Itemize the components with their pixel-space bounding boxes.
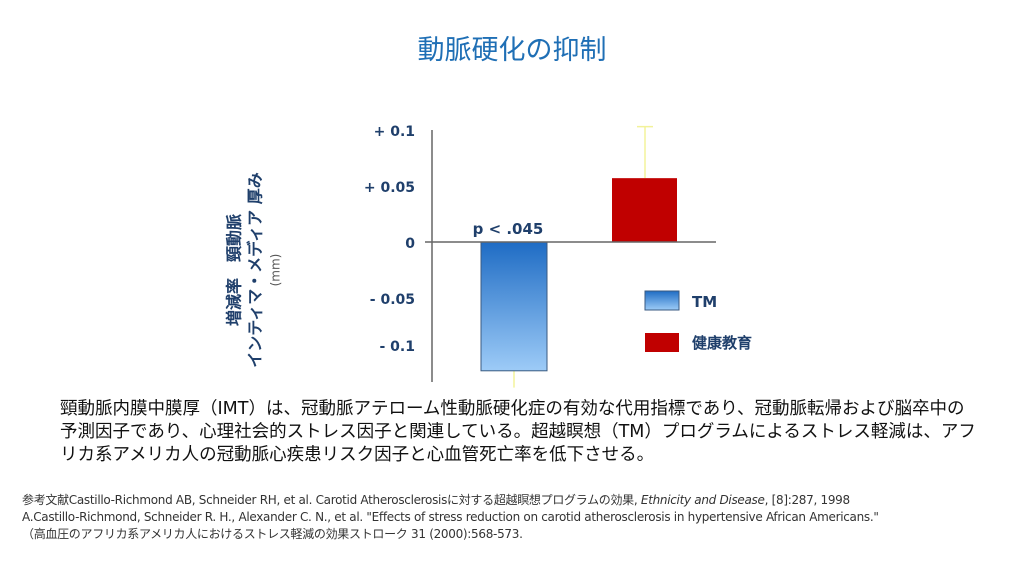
description-text: 頸動脈内膜中膜厚（IMT）は、冠動脈アテローム性動脈硬化症の有効な代用指標であり…: [60, 399, 976, 465]
reference-2: A.Castillo-Richmond, Schneider R. H., Al…: [22, 510, 879, 524]
y-axis-label: 増減率 頸動脈 インティマ・メディア 厚み (mm): [224, 172, 287, 368]
y-axis-label-unit: (mm): [268, 253, 283, 287]
y-tick-label: - 0.1: [380, 339, 416, 355]
bar-tm: [480, 241, 548, 372]
reference-1: 参考文献Castillo-Richmond AB, Schneider RH, …: [22, 493, 641, 507]
references: 参考文献Castillo-Richmond AB, Schneider RH, …: [22, 492, 879, 543]
legend-swatch-health-education: [645, 333, 679, 352]
page-title: 動脈硬化の抑制: [417, 35, 607, 66]
reference-3: （高血圧のアフリカ系アメリカ人におけるストレス軽減の効果ストローク 31 (20…: [22, 527, 523, 541]
y-tick-label: + 0.1: [374, 124, 415, 140]
y-axis-label-line2: インティマ・メディア 厚み: [245, 172, 265, 368]
p-value-annotation: p < .045: [473, 220, 544, 238]
y-tick-label: - 0.05: [370, 292, 415, 308]
y-tick-label: + 0.05: [364, 180, 415, 196]
y-axis-label-line1: 増減率 頸動脈: [224, 214, 244, 327]
bar-health-education: [612, 178, 677, 242]
reference-1-tail: , [8]:287, 1998: [764, 493, 851, 507]
legend-swatch-tm: [644, 290, 680, 311]
legend-label-tm: TM: [692, 293, 717, 311]
y-tick-label: 0: [405, 236, 415, 252]
reference-1-journal: Ethnicity and Disease: [640, 493, 765, 507]
legend-label-health-education: 健康教育: [692, 334, 752, 352]
